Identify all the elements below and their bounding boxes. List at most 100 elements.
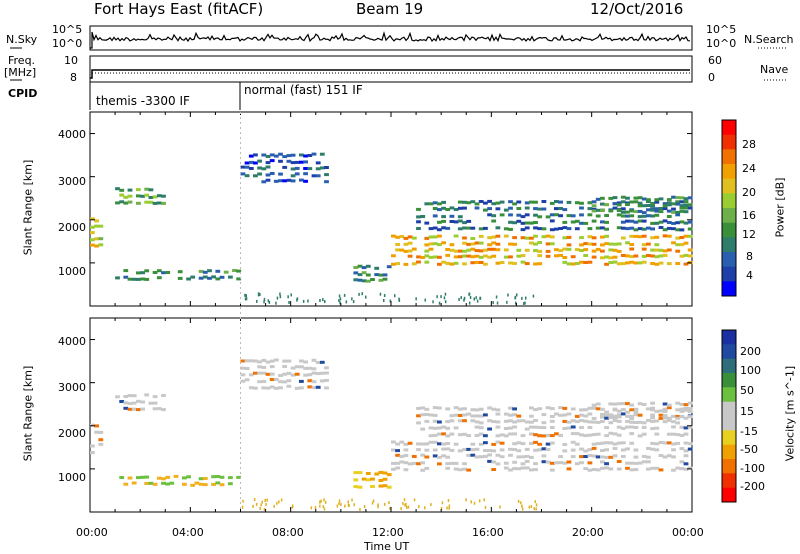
- velocity-cells-cell: [566, 412, 572, 416]
- power-cells-cell: [403, 249, 409, 253]
- power-cells-cell: [470, 255, 476, 259]
- velocity-cells-cell: [382, 477, 388, 481]
- velocity-cells-cell: [675, 433, 681, 437]
- power-cbar-tick-24: 24: [742, 162, 756, 175]
- power-cells-ground-cell: [290, 293, 292, 297]
- velocity-cells-cell: [303, 373, 308, 377]
- velocity-cells-cell: [633, 410, 639, 414]
- velocity-cells-cell: [566, 420, 572, 424]
- power-cells-cell: [257, 166, 262, 170]
- power-cells-cell: [449, 220, 455, 223]
- velocity-cells-cell: [90, 444, 95, 448]
- power-cells-cell: [566, 227, 572, 231]
- power-cells-cell: [516, 219, 522, 223]
- power-cells-ground-cell: [523, 302, 525, 305]
- velocity-cells-cell: [244, 378, 250, 382]
- velocity-cells-cell: [115, 395, 120, 399]
- velocity-cells-cell: [416, 442, 421, 446]
- velocity-cells-cell: [131, 407, 137, 411]
- velocity-cells-ground-cell: [323, 498, 325, 502]
- velocity-cells-cell: [512, 432, 517, 436]
- power-cells-cell: [574, 201, 580, 205]
- power-cells-cell: [512, 221, 517, 225]
- power-cells-cell: [629, 234, 635, 238]
- power-cells-cell: [462, 249, 467, 253]
- velocity-cells-cell: [616, 419, 622, 423]
- power-cells-cell: [558, 207, 563, 210]
- power-cells-cell: [395, 243, 400, 246]
- power-cells-cell: [608, 242, 614, 246]
- velocity-cells-cell: [679, 447, 685, 451]
- velocity-cells-cell: [282, 380, 288, 384]
- velocity-cells-cell: [437, 406, 442, 410]
- power-ytick-2000: 2000: [58, 221, 86, 234]
- velocity-cells-cell: [566, 460, 572, 464]
- velocity-colorbar: [721, 329, 737, 503]
- velocity-cells-cell: [127, 476, 133, 480]
- velocity-cells-cell: [629, 425, 635, 429]
- velocity-cells-ground-cell: [473, 501, 476, 505]
- power-cells-cell: [520, 221, 526, 225]
- velocity-cells-cell: [591, 416, 597, 420]
- power-cells-cell: [374, 273, 380, 277]
- power-cells-cell: [90, 231, 95, 235]
- velocity-cells-cell: [620, 441, 626, 445]
- power-cells-cell: [357, 273, 363, 277]
- power-cells-cell: [428, 242, 434, 246]
- power-cells-cell: [570, 220, 576, 224]
- velocity-cells-cell: [457, 449, 463, 453]
- velocity-cells-cell: [671, 442, 676, 446]
- power-cells-cell: [608, 256, 614, 260]
- velocity-cells-ground-cell: [273, 504, 275, 508]
- velocity-cells-ground-cell: [319, 500, 321, 504]
- power-cells-cell: [378, 273, 384, 277]
- power-cells-cell: [558, 227, 563, 230]
- power-cells-cell: [633, 200, 639, 204]
- power-cells-cell: [94, 219, 99, 223]
- power-cells-cell: [365, 264, 371, 268]
- power-cells-cell: [587, 213, 593, 217]
- power-cells-cell: [424, 260, 430, 264]
- power-cells-cell: [641, 211, 647, 215]
- power-cbar-segment: [722, 208, 736, 224]
- velocity-cells-ground-cell: [340, 502, 342, 506]
- velocity-cells-cell: [253, 386, 258, 390]
- power-cells-cell: [265, 178, 271, 182]
- velocity-cells-cell: [324, 386, 329, 390]
- power-cells-cell: [629, 247, 635, 251]
- velocity-cells-cell: [156, 476, 162, 480]
- power-cells-cell: [303, 160, 308, 164]
- power-cells-cell: [629, 260, 635, 264]
- velocity-cells-cell: [675, 408, 681, 412]
- velocity-cells-cell: [508, 413, 513, 417]
- velocity-cells-ground-cell: [363, 505, 366, 509]
- velocity-cbar-segment: [722, 487, 736, 503]
- velocity-cells-cell: [269, 359, 275, 363]
- velocity-cells-cell: [646, 447, 651, 450]
- power-cells-cell: [524, 206, 530, 210]
- velocity-cells-cell: [600, 466, 605, 470]
- velocity-cells-cell: [491, 407, 497, 411]
- power-cells-cell: [478, 227, 484, 231]
- velocity-cells-cell: [554, 432, 559, 436]
- power-cells-cell: [136, 201, 141, 205]
- velocity-cells-cell: [449, 414, 455, 418]
- power-cells-cell: [462, 236, 467, 240]
- velocity-cells-cell: [625, 447, 630, 451]
- power-cells-ground-cell: [525, 296, 527, 300]
- velocity-cells-cell: [169, 481, 175, 485]
- velocity-cells-ground-cell: [470, 500, 472, 504]
- power-cells-cell: [219, 275, 225, 279]
- power-cells-cell: [462, 206, 467, 210]
- velocity-cells-cell: [478, 455, 484, 459]
- power-cells-cell: [658, 254, 664, 258]
- velocity-cells-cell: [641, 432, 647, 436]
- velocity-cells-cell: [424, 442, 430, 446]
- velocity-cells-cell: [294, 365, 300, 369]
- velocity-cells-cell: [361, 477, 367, 481]
- velocity-cells-cell: [545, 406, 551, 410]
- power-cells-cell: [658, 226, 664, 229]
- power-cells-cell: [516, 207, 522, 210]
- velocity-cbar-tick-m15: -15: [740, 425, 758, 438]
- velocity-cells-cell: [466, 412, 472, 416]
